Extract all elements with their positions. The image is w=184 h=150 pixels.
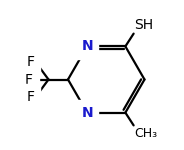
Text: F: F: [26, 90, 35, 104]
Text: N: N: [81, 106, 93, 120]
Text: F: F: [25, 72, 33, 87]
Text: F: F: [26, 55, 35, 69]
Text: SH: SH: [134, 18, 153, 32]
Text: N: N: [81, 39, 93, 53]
Text: CH₃: CH₃: [134, 127, 158, 140]
